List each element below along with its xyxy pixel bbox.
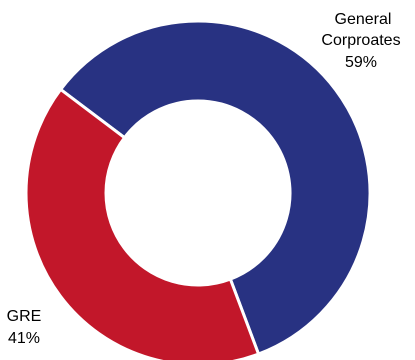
donut-slices [24, 19, 372, 360]
slice-label-gre-name: GRE [7, 308, 42, 325]
donut-slice-general-corproates [58, 19, 372, 356]
slice-label-general-corporates-value: 59% [345, 54, 377, 71]
slice-label-gre-value: 41% [8, 330, 40, 347]
slice-label-general-corporates-line-2: Corproates [321, 32, 400, 49]
donut-slice-gre [24, 87, 261, 360]
slice-label-general-corporates-line-1: General [335, 11, 392, 28]
